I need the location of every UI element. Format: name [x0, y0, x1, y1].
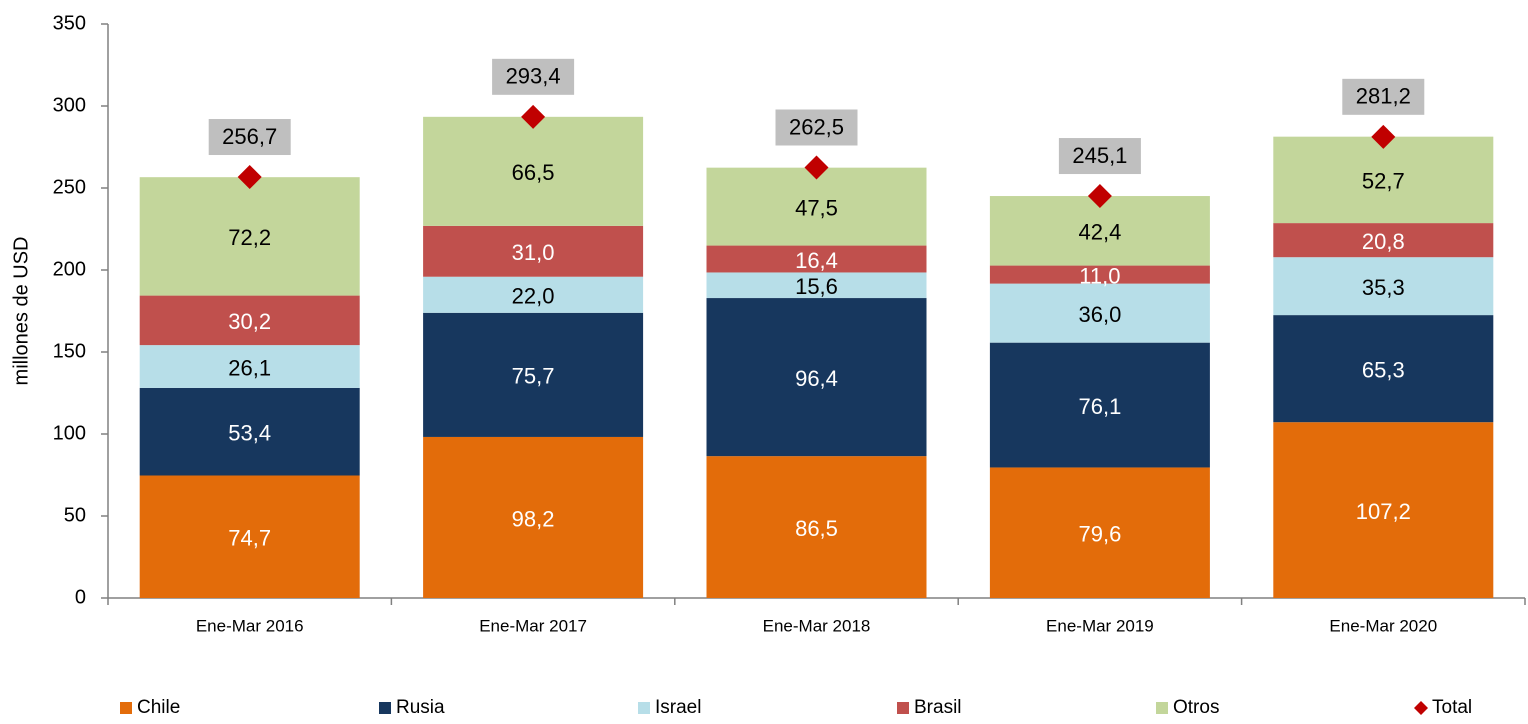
data-label: 98,2: [512, 506, 555, 531]
data-label: 74,7: [228, 526, 271, 551]
bar-segment: [423, 276, 644, 313]
legend-marker: [1414, 701, 1428, 715]
data-label: 79,6: [1078, 522, 1121, 547]
total-label: 281,2: [1356, 84, 1411, 109]
data-label: 36,0: [1078, 302, 1121, 327]
data-label: 53,4: [228, 421, 271, 446]
y-tick-label: 200: [53, 258, 86, 280]
y-tick-label: 0: [75, 586, 86, 608]
bar-segment: [139, 345, 360, 388]
data-label: 47,5: [795, 195, 838, 220]
data-label: 72,2: [228, 225, 271, 250]
data-label: 66,5: [512, 160, 555, 185]
y-tick-label: 50: [64, 504, 86, 526]
total-label-box: [492, 58, 575, 95]
y-tick-label: 100: [53, 422, 86, 444]
bar-segment: [706, 456, 927, 598]
bar-segment: [989, 283, 1210, 343]
bar-segment: [423, 436, 644, 598]
bar-segment: [989, 342, 1210, 468]
x-tick-label: Ene-Mar 2019: [1046, 616, 1154, 635]
data-label: 96,4: [795, 366, 838, 391]
data-label: 31,0: [512, 240, 555, 265]
x-tick-label: Ene-Mar 2020: [1329, 616, 1437, 635]
total-marker: [804, 155, 829, 180]
total-label-box: [775, 109, 858, 146]
bar-segment: [706, 272, 927, 299]
bar-segment: [1273, 223, 1494, 258]
data-label: 20,8: [1362, 229, 1405, 254]
legend-label: Brasil: [914, 697, 962, 718]
bar-segment: [423, 225, 644, 277]
y-tick-label: 300: [53, 94, 86, 116]
legend-label: Total: [1432, 697, 1472, 718]
bar-segment: [1273, 136, 1494, 224]
y-axis-label: millones de USD: [10, 237, 32, 386]
bar-segment: [423, 116, 644, 226]
data-label: 22,0: [512, 284, 555, 309]
data-label: 52,7: [1362, 169, 1405, 194]
bar-segment: [706, 245, 927, 273]
data-label: 11,0: [1079, 263, 1120, 288]
bar-segment: [139, 295, 360, 346]
legend-swatch: [379, 702, 391, 714]
y-tick-label: 350: [53, 12, 86, 34]
legend-swatch: [897, 702, 909, 714]
y-tick-label: 150: [53, 340, 86, 362]
x-tick-label: Ene-Mar 2016: [196, 616, 304, 635]
data-label: 15,6: [795, 274, 838, 299]
total-label-box: [1058, 138, 1141, 175]
data-label: 76,1: [1078, 394, 1121, 419]
total-label: 256,7: [222, 124, 277, 149]
bar-segment: [139, 475, 360, 598]
data-label: 86,5: [795, 516, 838, 541]
data-label: 65,3: [1362, 357, 1405, 382]
total-marker: [237, 165, 262, 190]
bar-segment: [1273, 422, 1494, 598]
total-marker: [1371, 124, 1396, 149]
total-label: 262,5: [789, 114, 844, 139]
data-label: 30,2: [228, 309, 271, 334]
x-tick-label: Ene-Mar 2017: [479, 616, 587, 635]
bar-segment: [423, 312, 644, 437]
data-label: 75,7: [512, 364, 555, 389]
bar-segment: [706, 298, 927, 457]
data-label: 42,4: [1078, 220, 1121, 245]
bar-segment: [139, 177, 360, 296]
total-label-box: [208, 119, 291, 156]
data-label: 107,2: [1356, 499, 1411, 524]
legend-swatch: [120, 702, 132, 714]
bar-segment: [1273, 315, 1494, 423]
legend-swatch: [638, 702, 650, 714]
bar-segment: [1273, 257, 1494, 316]
bar-segment: [989, 467, 1210, 598]
data-label: 26,1: [228, 355, 271, 380]
legend-label: Israel: [655, 697, 701, 718]
total-label-box: [1342, 78, 1425, 115]
total-marker: [1087, 184, 1112, 209]
data-label: 16,4: [795, 248, 838, 273]
legend-label: Otros: [1173, 697, 1219, 718]
y-tick-label: 250: [53, 176, 86, 198]
total-label: 245,1: [1072, 143, 1127, 168]
total-label: 293,4: [506, 64, 561, 89]
data-label: 35,3: [1362, 275, 1405, 300]
legend-swatch: [1156, 702, 1168, 714]
total-marker: [521, 104, 546, 129]
bar-segment: [706, 167, 927, 246]
legend-label: Chile: [137, 697, 180, 718]
bar-segment: [139, 387, 360, 476]
legend-label: Rusia: [396, 697, 445, 718]
bar-segment: [989, 265, 1210, 284]
x-tick-label: Ene-Mar 2018: [763, 616, 871, 635]
